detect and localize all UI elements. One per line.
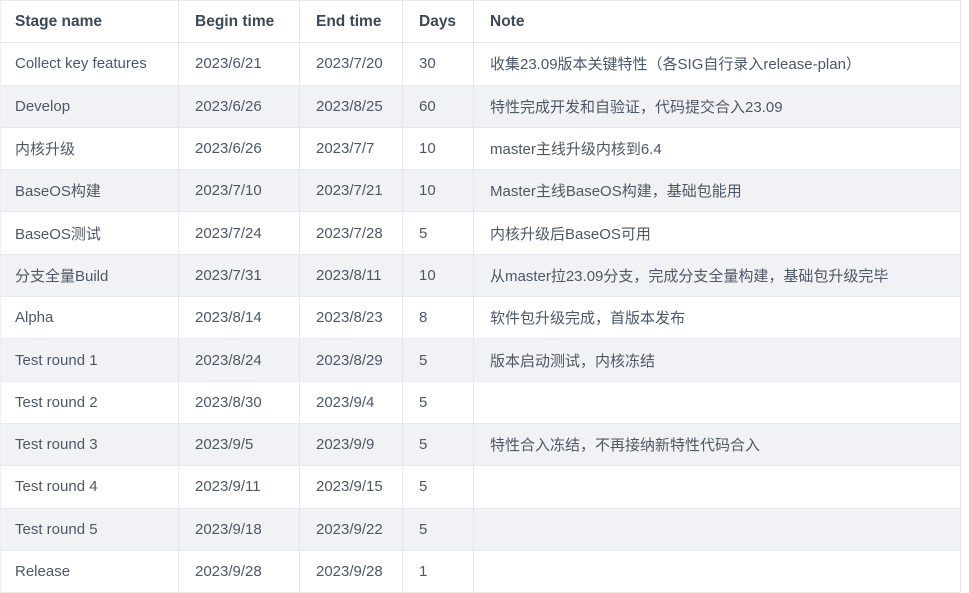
cell-stage: Test round 3 <box>1 423 179 466</box>
cell-end: 2023/9/4 <box>300 381 403 423</box>
cell-stage: Develop <box>1 85 179 127</box>
table-row: BaseOS测试 2023/7/24 2023/7/28 5 内核升级后Base… <box>1 212 960 255</box>
cell-note <box>474 382 960 423</box>
cell-days: 10 <box>403 254 474 297</box>
header-cell-end-time: End time <box>300 1 403 43</box>
cell-begin: 2023/8/30 <box>179 381 300 423</box>
cell-days: 8 <box>403 297 474 339</box>
table-header-row: Stage name Begin time End time Days Note <box>1 1 960 44</box>
cell-note: 内核升级后BaseOS可用 <box>490 225 651 243</box>
cell-note <box>474 551 960 592</box>
cell-days: 10 <box>403 127 474 170</box>
cell-begin: 2023/9/28 <box>179 550 300 593</box>
cell-note: 特性合入冻结，不再接纳新特性代码合入 <box>490 437 761 455</box>
cell-begin: 2023/7/24 <box>179 212 300 254</box>
cell-begin: 2023/8/14 <box>179 297 300 339</box>
cell-note <box>474 466 960 507</box>
cell-days: 5 <box>403 381 474 423</box>
table-row: Alpha 2023/8/14 2023/8/23 8 软件包升级完成，首版本发… <box>1 297 960 340</box>
cell-stage: Test round 2 <box>1 381 179 423</box>
cell-begin: 2023/9/5 <box>179 423 300 466</box>
cell-end: 2023/9/22 <box>300 508 403 550</box>
cell-begin: 2023/9/11 <box>179 466 300 508</box>
table-row: Test round 3 2023/9/5 2023/9/9 5 特性合入冻结，… <box>1 423 960 467</box>
cell-stage: Test round 5 <box>1 508 179 550</box>
table-row: Collect key features 2023/6/21 2023/7/20… <box>1 43 960 86</box>
table-row: Test round 2 2023/8/30 2023/9/4 5 <box>1 381 960 424</box>
table-row: Release 2023/9/28 2023/9/28 1 <box>1 550 960 593</box>
table-row: 分支全量Build 2023/7/31 2023/8/11 10 从master… <box>1 254 960 298</box>
table-row: 内核升级 2023/6/26 2023/7/7 10 master主线升级内核到… <box>1 127 960 171</box>
cell-end: 2023/9/9 <box>300 423 403 466</box>
cell-end: 2023/7/21 <box>300 170 403 212</box>
cell-days: 5 <box>403 466 474 508</box>
table-row: Test round 5 2023/9/18 2023/9/22 5 <box>1 508 960 551</box>
cell-begin: 2023/6/21 <box>179 43 300 85</box>
cell-days: 1 <box>403 550 474 593</box>
header-cell-stage-name: Stage name <box>1 1 179 43</box>
cell-days: 5 <box>403 212 474 254</box>
cell-end: 2023/7/28 <box>300 212 403 254</box>
header-cell-days: Days <box>403 1 474 43</box>
cell-stage: Test round 4 <box>1 466 179 508</box>
table-row: BaseOS构建 2023/7/10 2023/7/21 10 Master主线… <box>1 170 960 213</box>
cell-begin: 2023/6/26 <box>179 85 300 127</box>
cell-note: 特性完成开发和自验证，代码提交合入23.09 <box>490 98 783 116</box>
cell-note: 版本启动测试，内核冻结 <box>490 352 656 370</box>
cell-days: 30 <box>403 43 474 85</box>
cell-stage: Alpha <box>1 297 179 339</box>
cell-end: 2023/8/11 <box>300 254 403 297</box>
cell-end: 2023/9/28 <box>300 550 403 593</box>
cell-stage: 分支全量Build <box>1 254 179 297</box>
cell-end: 2023/7/20 <box>300 43 403 85</box>
cell-days: 60 <box>403 85 474 127</box>
cell-days: 5 <box>403 423 474 466</box>
cell-days: 5 <box>403 339 474 381</box>
header-cell-note: Note <box>490 12 525 30</box>
table-row: Test round 1 2023/8/24 2023/8/29 5 版本启动测… <box>1 339 960 382</box>
cell-end: 2023/8/29 <box>300 339 403 381</box>
cell-end: 2023/8/23 <box>300 297 403 339</box>
cell-begin: 2023/7/10 <box>179 170 300 212</box>
table-row: Test round 4 2023/9/11 2023/9/15 5 <box>1 466 960 509</box>
cell-begin: 2023/6/26 <box>179 127 300 170</box>
cell-note: 从master拉23.09分支，完成分支全量构建，基础包升级完毕 <box>490 267 889 285</box>
cell-days: 5 <box>403 508 474 550</box>
cell-stage: BaseOS测试 <box>1 212 179 254</box>
table-row: Develop 2023/6/26 2023/8/25 60 特性完成开发和自验… <box>1 85 960 128</box>
cell-note: 收集23.09版本关键特性（各SIG自行录入release-plan） <box>490 56 861 74</box>
cell-begin: 2023/8/24 <box>179 339 300 381</box>
cell-begin: 2023/9/18 <box>179 508 300 550</box>
cell-stage: 内核升级 <box>1 127 179 170</box>
cell-note: Master主线BaseOS构建，基础包能用 <box>490 183 742 201</box>
cell-note: 软件包升级完成，首版本发布 <box>490 310 686 328</box>
cell-end: 2023/9/15 <box>300 466 403 508</box>
cell-stage: Collect key features <box>1 43 179 85</box>
header-cell-begin-time: Begin time <box>179 1 300 43</box>
cell-end: 2023/7/7 <box>300 127 403 170</box>
cell-begin: 2023/7/31 <box>179 254 300 297</box>
cell-note <box>474 509 960 550</box>
cell-stage: Release <box>1 550 179 593</box>
cell-days: 10 <box>403 170 474 212</box>
cell-end: 2023/8/25 <box>300 85 403 127</box>
cell-stage: BaseOS构建 <box>1 170 179 212</box>
cell-stage: Test round 1 <box>1 339 179 381</box>
cell-note: master主线升级内核到6.4 <box>490 141 662 159</box>
